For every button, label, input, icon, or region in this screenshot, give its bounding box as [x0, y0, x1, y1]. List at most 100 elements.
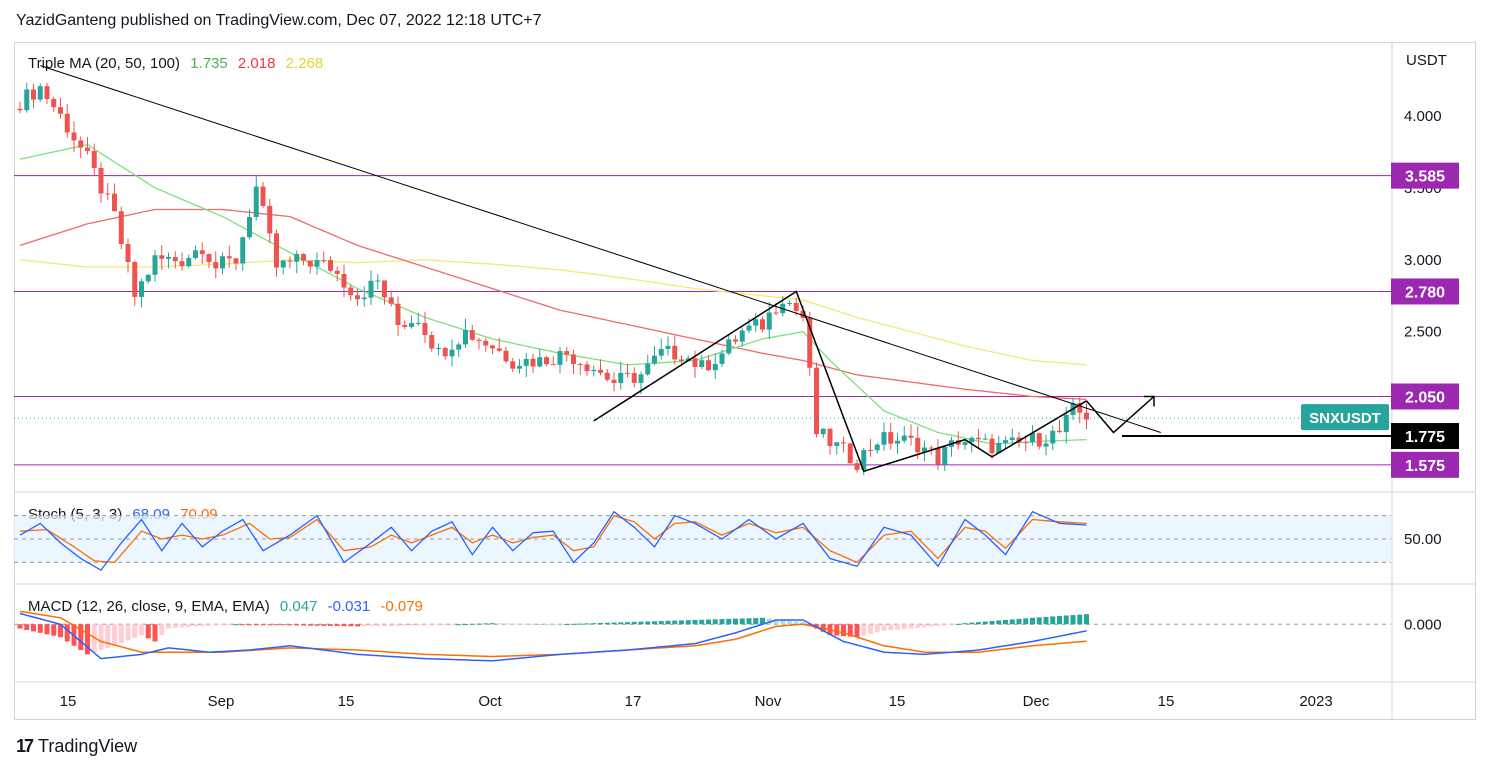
macd-hist-bar	[247, 624, 252, 626]
x-tick-label: Oct	[478, 693, 502, 710]
candle-body	[476, 339, 482, 341]
candle-body	[388, 297, 394, 304]
macd-hist-bar	[442, 624, 448, 626]
macd-hist-bar	[382, 624, 387, 626]
macd-hist-bar	[868, 624, 873, 634]
macd-hist-bar	[476, 623, 482, 625]
macd-hist-bar	[854, 624, 860, 638]
macd-hist-bar	[591, 623, 597, 625]
candle-body	[355, 295, 360, 300]
macd-hist-bar	[463, 624, 468, 626]
candle-body	[550, 364, 556, 366]
macd-hist-bar	[922, 624, 927, 628]
macd-hist-bar	[44, 624, 50, 635]
macd-hist-bar	[280, 624, 286, 626]
ma100-line	[19, 259, 1087, 366]
macd-hist-bar	[415, 624, 421, 626]
macd-hist-bar	[935, 624, 941, 626]
candle-body	[24, 89, 30, 111]
candle-body	[638, 374, 644, 383]
macd-hist-bar	[348, 624, 354, 627]
candle-body	[658, 348, 664, 356]
macd-hist-bar	[949, 624, 954, 626]
macd-hist-bar	[395, 624, 401, 626]
macd-hist-bar	[888, 624, 894, 631]
trendline	[40, 65, 1161, 433]
candle-body	[442, 347, 448, 357]
macd-hist-bar	[422, 624, 428, 626]
macd-hist-bar	[746, 618, 752, 625]
macd-hist-bar	[287, 624, 293, 626]
macd-hist-bar	[523, 623, 529, 625]
macd-name: MACD (12, 26, close, 9, EMA, EMA)	[28, 598, 270, 615]
candle-body	[247, 217, 252, 238]
candle-body	[91, 150, 97, 168]
macd-hist-bar	[550, 624, 556, 626]
macd-hist-bar	[665, 620, 671, 625]
candle-body	[1043, 443, 1049, 447]
macd-hist-bar	[577, 623, 583, 625]
stoch-k-line	[19, 510, 1087, 572]
candle-body	[955, 440, 961, 445]
x-tick-label: Dec	[1023, 693, 1050, 710]
macd-hist-bar	[861, 624, 867, 636]
macd-hist-bar	[712, 619, 718, 625]
footer: 17 TradingView	[16, 736, 137, 757]
macd-hist-bar	[64, 624, 70, 642]
macd-hist-bar	[780, 619, 786, 625]
x-tick-label: 15	[338, 693, 355, 710]
macd-hist-bar	[699, 619, 705, 625]
macd-hist-bar	[483, 623, 489, 625]
level-tag	[1391, 162, 1459, 189]
candle-body	[557, 351, 563, 365]
candle-body	[496, 348, 502, 351]
candle-body	[469, 330, 475, 340]
macd-hist-bar	[179, 624, 185, 628]
candle-body	[814, 367, 819, 435]
candle-body	[760, 319, 765, 330]
macd-hist-bar	[1016, 618, 1022, 625]
level-tag	[1391, 451, 1459, 478]
macd-hist-bar	[571, 623, 576, 625]
candle-body	[888, 432, 894, 444]
candle-body	[577, 364, 583, 366]
candle-body	[1077, 403, 1083, 413]
macd-hist-bar	[31, 624, 36, 632]
candle-body	[301, 254, 306, 261]
candle-body	[105, 193, 111, 195]
candle-body	[517, 365, 522, 369]
macd-hist-bar	[692, 619, 698, 625]
symbol-tag-label: SNXUSDT	[1309, 410, 1381, 427]
candle-body	[375, 280, 381, 282]
candle-body	[172, 257, 178, 262]
candle-body	[240, 237, 246, 264]
macd-hist-bar	[253, 624, 259, 626]
candle-body	[989, 438, 995, 454]
candle-body	[395, 303, 401, 325]
macd-hist-bar	[631, 621, 637, 625]
macd-hist-bar	[240, 624, 246, 626]
macd-hist-bar	[490, 623, 495, 625]
candle-body	[564, 351, 570, 355]
macd-hist-bar	[928, 624, 934, 627]
level-tag	[1391, 383, 1459, 410]
macd-hist-bar	[159, 624, 165, 635]
candle-body	[969, 437, 975, 443]
candle-body	[773, 312, 779, 314]
macd-hist-bar	[942, 624, 948, 626]
candle-body	[1036, 433, 1042, 447]
macd-signal-value: -0.079	[380, 598, 423, 615]
macd-hist-bar	[645, 621, 651, 625]
candle-body	[827, 428, 833, 447]
macd-hist-bar	[611, 622, 617, 625]
macd-hist-bar	[706, 619, 711, 625]
candle-body	[213, 262, 219, 269]
macd-hist-bar	[638, 621, 644, 625]
candle-body	[584, 364, 590, 372]
macd-hist-bar	[98, 624, 104, 651]
candle-body	[334, 270, 340, 274]
candle-body	[1084, 412, 1089, 420]
macd-hist-bar	[37, 624, 43, 633]
candle-body	[44, 86, 50, 99]
